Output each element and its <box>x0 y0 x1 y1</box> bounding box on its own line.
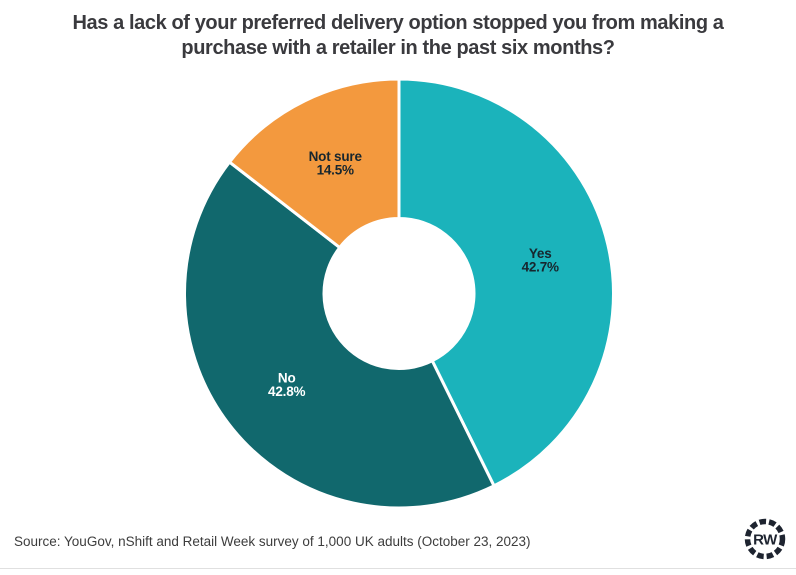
chart-title: Has a lack of your preferred delivery op… <box>72 12 724 59</box>
pie-slice-no <box>183 160 496 510</box>
bottom-divider <box>0 568 796 569</box>
source-caption: Source: YouGov, nShift and Retail Week s… <box>14 534 531 549</box>
pie-slice-label-not-sure: Not sure 14.5% <box>309 149 363 178</box>
rw-logo-ring-icon <box>744 518 786 560</box>
pie-slice-not-sure <box>228 77 401 250</box>
pie-slices <box>183 77 615 510</box>
rw-logo: RW <box>744 518 786 560</box>
rw-logo-text: RW <box>753 532 778 549</box>
pie-slice-yes <box>397 77 615 488</box>
pie-slice-labels: Yes 42.7% No 42.8% Not sure 14.5% <box>268 149 559 399</box>
pie-slice-label-yes: Yes 42.7% <box>522 246 559 275</box>
pie-slice-label-no: No 42.8% <box>268 371 305 400</box>
